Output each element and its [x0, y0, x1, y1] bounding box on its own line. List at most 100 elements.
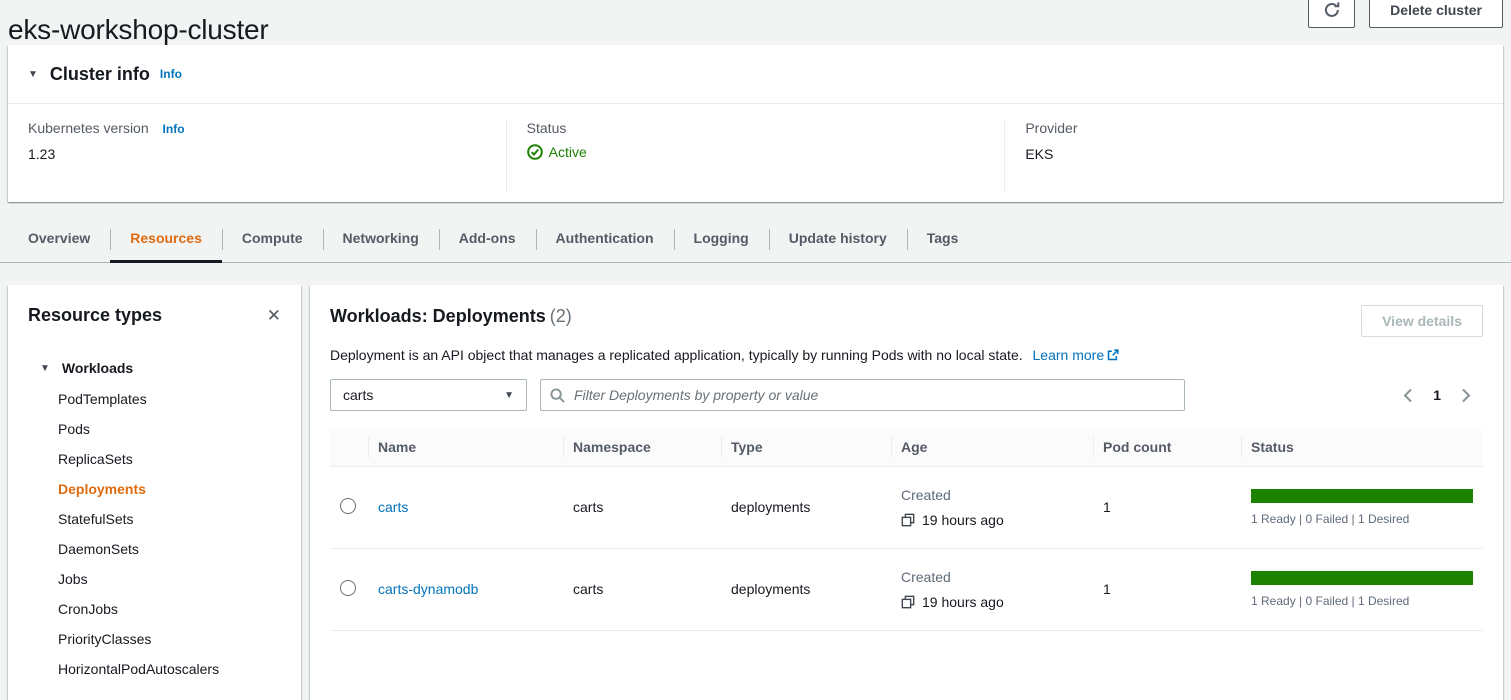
status-summary-text: 1 Ready | 0 Failed | 1 Desired: [1251, 511, 1410, 526]
status-field: Status Active: [505, 120, 1005, 192]
status-cell: 1 Ready | 0 Failed | 1 Desired: [1241, 548, 1483, 631]
sidebar-item-horizontalpodautoscalers[interactable]: HorizontalPodAutoscalers: [58, 661, 220, 677]
next-page-button[interactable]: [1461, 388, 1471, 403]
cluster-info-body: Kubernetes version Info 1.23 Status Acti…: [8, 104, 1503, 192]
type-cell: deployments: [721, 548, 891, 631]
column-header-age: Age: [891, 429, 1093, 467]
provider-field: Provider EKS: [1004, 120, 1503, 192]
kubernetes-version-value: 1.23: [28, 146, 56, 162]
pod-count-cell: 1: [1093, 466, 1241, 549]
column-header-status: Status: [1241, 429, 1483, 467]
tab-networking[interactable]: Networking: [322, 216, 439, 262]
view-details-button[interactable]: View details: [1361, 305, 1483, 337]
sidebar-title: Resource types: [28, 305, 163, 325]
copy-icon[interactable]: [901, 513, 915, 527]
refresh-icon: [1323, 1, 1341, 19]
status-value: Active: [526, 144, 985, 160]
kubernetes-version-field: Kubernetes version Info 1.23: [8, 120, 506, 192]
filter-row: carts ▼ 1: [330, 379, 1483, 411]
kubernetes-version-label: Kubernetes version: [28, 120, 149, 136]
deployment-name-link[interactable]: carts-dynamodb: [378, 581, 479, 597]
sidebar-item-deployments[interactable]: Deployments: [58, 481, 146, 497]
column-header-name: Name: [368, 429, 563, 467]
tab-authentication[interactable]: Authentication: [535, 216, 674, 262]
row-radio-button[interactable]: [340, 497, 356, 514]
sidebar-item-replicasets[interactable]: ReplicaSets: [58, 451, 133, 467]
refresh-button[interactable]: [1308, 0, 1356, 28]
header-actions: Delete cluster: [1308, 0, 1503, 28]
previous-page-button[interactable]: [1403, 388, 1413, 403]
delete-cluster-button[interactable]: Delete cluster: [1369, 0, 1503, 28]
cluster-info-title: Cluster info: [49, 63, 150, 84]
sidebar-group-workloads[interactable]: ▼ Workloads: [40, 360, 301, 376]
deployments-header: Workloads: Deployments (2) View details: [330, 305, 1483, 337]
column-header-namespace: Namespace: [563, 429, 721, 467]
age-label: Created: [901, 568, 951, 585]
deployments-table: Name Namespace Type Age Pod count Status…: [330, 429, 1483, 631]
sidebar-item-jobs[interactable]: Jobs: [58, 571, 88, 587]
copy-icon[interactable]: [901, 595, 915, 609]
tab-update-history[interactable]: Update history: [768, 216, 907, 262]
deployments-description: Deployment is an API object that manages…: [330, 347, 1483, 364]
sidebar-item-priorityclasses[interactable]: PriorityClasses: [58, 631, 152, 647]
age-label: Created: [901, 486, 951, 503]
namespace-filter-dropdown[interactable]: carts ▼: [330, 379, 527, 411]
status-progress-bar: [1251, 488, 1473, 503]
cluster-tabs: Overview Resources Compute Networking Ad…: [0, 216, 1511, 263]
check-circle-icon: [526, 144, 543, 160]
chevron-down-icon: ▼: [504, 389, 514, 401]
description-text: Deployment is an API object that manages…: [330, 347, 1023, 363]
table-row: carts-dynamodb carts deployments Created…: [330, 548, 1483, 631]
age-value-text: 19 hours ago: [922, 593, 1004, 610]
deployments-title-text: Workloads: Deployments: [330, 306, 546, 326]
sidebar-item-statefulsets[interactable]: StatefulSets: [58, 511, 134, 527]
status-progress-bar: [1251, 570, 1473, 585]
provider-value: EKS: [1025, 146, 1054, 162]
close-icon[interactable]: ✕: [266, 306, 281, 325]
external-link-icon: [1107, 348, 1119, 364]
search-box: [540, 379, 1185, 411]
search-icon: [550, 387, 565, 403]
pod-count-cell: 1: [1093, 548, 1241, 631]
sidebar-list: PodTemplates Pods ReplicaSets Deployment…: [8, 384, 301, 684]
tab-logging[interactable]: Logging: [673, 216, 769, 262]
pagination: 1: [1403, 387, 1483, 403]
cluster-info-info-link[interactable]: Info: [159, 67, 182, 81]
tab-compute[interactable]: Compute: [221, 216, 323, 262]
tab-add-ons[interactable]: Add-ons: [438, 216, 536, 262]
dropdown-selected-value: carts: [343, 387, 374, 403]
deployments-panel: Workloads: Deployments (2) View details D…: [310, 285, 1503, 700]
tab-overview[interactable]: Overview: [28, 230, 91, 246]
sidebar-item-pods[interactable]: Pods: [58, 421, 90, 437]
deployment-name-link[interactable]: carts: [378, 499, 409, 515]
select-column-header: [330, 429, 368, 467]
column-header-pod-count: Pod count: [1093, 429, 1241, 467]
resource-types-sidebar: Resource types ✕ ▼ Workloads PodTemplate…: [8, 285, 301, 700]
column-header-type: Type: [721, 429, 891, 467]
namespace-cell: carts: [563, 466, 721, 549]
status-summary-text: 1 Ready | 0 Failed | 1 Desired: [1251, 593, 1410, 608]
sidebar-item-daemonsets[interactable]: DaemonSets: [58, 541, 139, 557]
current-page-number[interactable]: 1: [1433, 387, 1441, 403]
row-radio-button[interactable]: [340, 579, 356, 596]
tab-tags[interactable]: Tags: [906, 216, 979, 262]
filter-deployments-input[interactable]: [572, 386, 1175, 404]
kubernetes-version-info-link[interactable]: Info: [162, 122, 185, 136]
sidebar-header: Resource types ✕: [8, 285, 301, 326]
sidebar-item-cronjobs[interactable]: CronJobs: [58, 601, 118, 617]
type-cell: deployments: [721, 466, 891, 549]
learn-more-link[interactable]: Learn more: [1033, 347, 1120, 363]
deployments-count: (2): [549, 306, 572, 326]
group-triangle-icon: ▼: [40, 362, 50, 374]
age-cell: Created 19 hours ago: [891, 548, 1093, 631]
age-cell: Created 19 hours ago: [891, 466, 1093, 549]
namespace-cell: carts: [563, 548, 721, 631]
tab-resources[interactable]: Resources: [110, 216, 222, 263]
sidebar-item-podtemplates[interactable]: PodTemplates: [58, 391, 147, 407]
collapse-triangle-icon: ▼: [28, 68, 38, 80]
status-label: Status: [526, 120, 567, 136]
cluster-info-header[interactable]: ▼ Cluster info Info: [8, 45, 1503, 104]
page-title: eks-workshop-cluster: [8, 13, 269, 45]
cluster-info-panel: ▼ Cluster info Info Kubernetes version I…: [8, 45, 1503, 202]
provider-label: Provider: [1025, 120, 1078, 136]
